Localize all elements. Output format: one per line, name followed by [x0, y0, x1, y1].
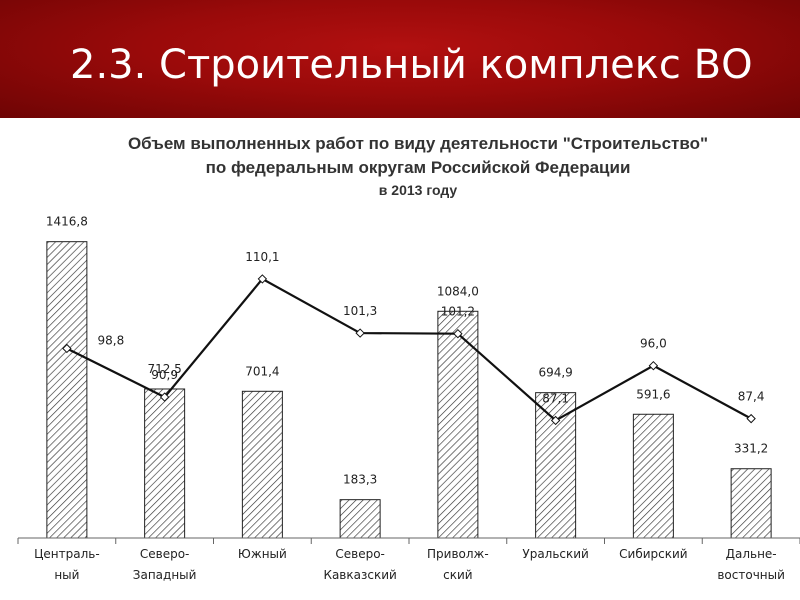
category-label: Централь-	[34, 547, 100, 561]
bar-value-label: 712,5	[147, 362, 181, 376]
category-label: Дальне-	[726, 547, 777, 561]
bar	[144, 388, 186, 539]
category-label: Уральский	[522, 547, 588, 561]
line-point	[257, 274, 268, 284]
category-label: Западный	[133, 568, 197, 582]
bar-value-label: 183,3	[343, 473, 377, 487]
line-point	[355, 328, 365, 338]
title-banner	[0, 0, 800, 118]
line-point	[746, 413, 756, 424]
bar	[339, 499, 381, 539]
bar	[730, 468, 772, 539]
line-value-label: 101,3	[343, 304, 377, 318]
category-label: ский	[443, 568, 472, 582]
series-line	[66, 277, 752, 422]
category-label: Приволж-	[427, 547, 489, 561]
chart-title: Объем выполненных работ по виду деятельн…	[127, 134, 709, 153]
line-point	[648, 360, 659, 371]
line-point	[453, 328, 463, 339]
line-point	[550, 415, 561, 426]
bar	[241, 390, 283, 539]
line-value-label: 90,9	[151, 368, 178, 382]
line-point	[62, 343, 72, 354]
bar-value-label: 1084,0	[437, 284, 479, 298]
bar-value-label: 331,2	[734, 442, 768, 456]
bar-value-label: 694,9	[538, 366, 572, 380]
category-label: восточный	[717, 568, 785, 582]
category-label: ный	[54, 568, 79, 582]
bar	[46, 241, 88, 539]
line-value-label: 98,8	[98, 333, 125, 347]
line-value-label: 110,1	[245, 250, 279, 264]
line-point	[159, 392, 170, 402]
chart-title-block: Объем выполненных работ по виду деятельн…	[0, 132, 800, 200]
category-label: Северо-	[140, 547, 190, 561]
bar	[632, 413, 674, 539]
bar	[437, 310, 479, 539]
line-value-label: 87,4	[738, 390, 765, 404]
category-label: Сибирский	[619, 547, 687, 561]
line-value-label: 87,1	[542, 391, 569, 405]
chart-year: в 2013 году	[378, 182, 458, 198]
chart-subtitle: по федеральным округам Российской Федера…	[205, 158, 631, 177]
line-value-label: 101,2	[441, 305, 475, 319]
line-value-label: 96,0	[640, 337, 667, 351]
slide-title: 2.3. Строительный комплекс ВО	[70, 42, 753, 88]
bar-value-label: 591,6	[636, 387, 670, 401]
bar-value-label: 1416,8	[46, 215, 88, 229]
bar-value-label: 701,4	[245, 364, 279, 378]
bar	[535, 392, 577, 539]
category-label: Северо-	[335, 547, 385, 561]
category-label: Южный	[238, 547, 287, 561]
category-label: Кавказский	[323, 568, 396, 582]
